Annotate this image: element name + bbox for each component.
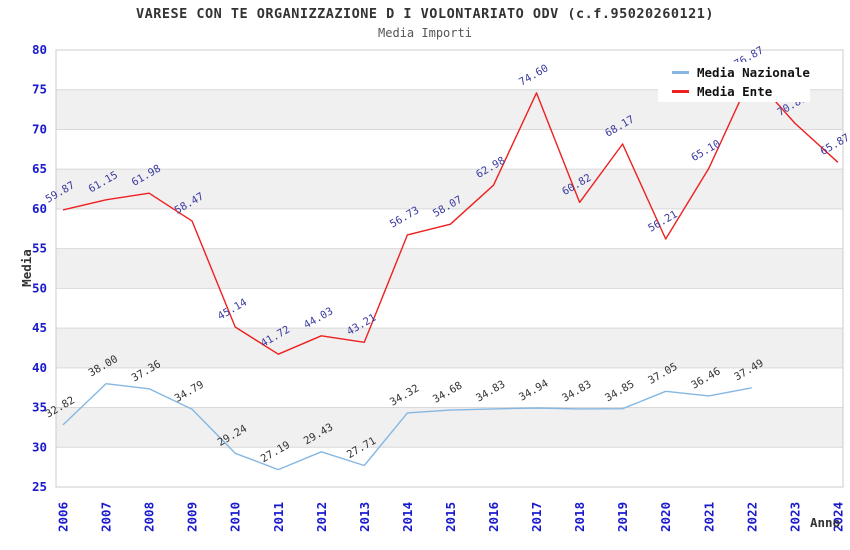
y-axis-tick-label: 75 xyxy=(32,82,47,97)
x-axis-tick-label: 2012 xyxy=(314,502,329,532)
x-axis-tick-label: 2011 xyxy=(271,502,286,532)
point-label: 56.21 xyxy=(646,208,679,234)
legend-item-media-ente: Media Ente xyxy=(658,84,810,100)
x-axis-title: Anno xyxy=(810,515,840,530)
x-axis-tick-label: 2013 xyxy=(357,502,372,532)
x-axis-tick-label: 2019 xyxy=(615,502,630,532)
y-axis-tick-label: 55 xyxy=(32,241,47,256)
point-label: 34.68 xyxy=(431,379,464,405)
chart-title: VARESE CON TE ORGANIZZAZIONE D I VOLONTA… xyxy=(135,6,715,22)
y-axis-tick-label: 30 xyxy=(32,439,47,454)
point-label: 36.46 xyxy=(689,365,722,391)
entity-series-swatch-icon xyxy=(672,90,689,93)
y-axis-tick-label: 25 xyxy=(32,479,47,494)
x-axis-tick-label: 2007 xyxy=(99,502,114,532)
x-axis-tick-label: 2009 xyxy=(185,502,200,532)
point-label: 74.60 xyxy=(517,62,550,88)
y-axis-title: Media xyxy=(19,249,34,287)
plot-band xyxy=(56,169,843,209)
plot-band xyxy=(56,328,843,368)
entity-series-line xyxy=(62,74,839,355)
x-axis-tick-label: 2014 xyxy=(400,502,415,532)
y-axis-tick-label: 65 xyxy=(32,161,47,176)
y-axis-tick-label: 50 xyxy=(32,280,47,295)
x-axis-tick-label: 2008 xyxy=(142,502,157,532)
legend-label: Media Nazionale xyxy=(697,65,810,80)
plot-band xyxy=(56,248,843,289)
national-series-swatch-icon xyxy=(672,71,689,74)
point-label: 65.87 xyxy=(818,132,850,158)
x-axis-tick-label: 2024 xyxy=(830,502,845,532)
national-series-line xyxy=(62,383,752,471)
point-label: 34.79 xyxy=(173,379,206,405)
x-axis-tick-label: 2021 xyxy=(701,502,716,532)
point-label: 34.83 xyxy=(474,378,507,404)
x-axis-tick-label: 2023 xyxy=(787,502,802,532)
y-axis-tick-label: 70 xyxy=(32,121,47,136)
legend-label: Media Ente xyxy=(697,84,773,99)
x-axis-tick-label: 2016 xyxy=(486,502,501,532)
y-axis-tick-label: 35 xyxy=(32,400,47,415)
x-axis-tick-label: 2006 xyxy=(56,502,71,532)
chart-legend: Media Nazionale Media Ente xyxy=(658,62,810,102)
point-label: 34.32 xyxy=(388,382,421,408)
y-axis-tick-label: 80 xyxy=(32,42,47,57)
point-label: 65.10 xyxy=(689,138,722,164)
x-axis-tick-label: 2020 xyxy=(658,502,673,532)
x-axis-tick-label: 2018 xyxy=(572,502,587,532)
x-axis-tick-label: 2022 xyxy=(744,502,759,532)
point-label: 44.03 xyxy=(302,305,335,331)
x-axis-tick-label: 2017 xyxy=(529,502,544,532)
point-label: 34.94 xyxy=(517,377,550,403)
x-axis-tick-label: 2010 xyxy=(228,502,243,532)
y-axis-tick-label: 45 xyxy=(32,320,47,335)
x-axis-tick-label: 2015 xyxy=(443,502,458,532)
point-label: 34.85 xyxy=(603,378,636,404)
plot-border xyxy=(55,49,844,488)
plot-band xyxy=(56,407,843,448)
legend-item-media-nazionale: Media Nazionale xyxy=(658,65,810,81)
chart-subtitle: Media Importi xyxy=(378,26,472,40)
point-label: 34.83 xyxy=(560,378,593,404)
y-axis-tick-label: 40 xyxy=(32,360,47,375)
y-axis-tick-label: 60 xyxy=(32,201,47,216)
